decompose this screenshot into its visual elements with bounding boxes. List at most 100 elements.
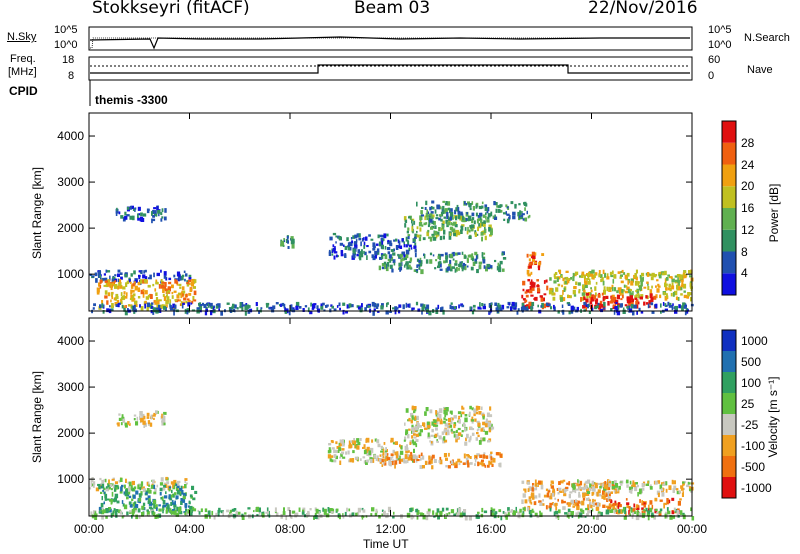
data-cell (529, 500, 532, 504)
data-cell (121, 304, 124, 309)
data-cell (102, 509, 106, 513)
data-cell (166, 296, 170, 301)
data-cell (637, 294, 640, 299)
data-cell (442, 220, 445, 224)
data-cell (93, 303, 96, 307)
data-cell (120, 486, 123, 492)
data-cell (381, 234, 385, 238)
data-cell (408, 244, 412, 248)
data-cell (402, 258, 405, 261)
data-cell (567, 303, 571, 306)
data-cell (456, 207, 460, 212)
data-cell (634, 281, 638, 286)
data-cell (148, 489, 152, 494)
data-cell (466, 454, 470, 457)
data-cell (415, 455, 418, 459)
data-cell (342, 456, 346, 459)
data-cell (665, 488, 668, 493)
data-cell (162, 487, 166, 491)
data-cell (377, 234, 380, 239)
data-cell (355, 512, 358, 516)
velocity-colorbar-label: Velocity [m s⁻¹] (766, 376, 780, 458)
data-cell (682, 481, 684, 486)
data-cell (117, 269, 121, 273)
data-cell (586, 491, 591, 494)
data-cell (654, 274, 658, 277)
data-cell (394, 306, 398, 311)
data-cell (329, 236, 333, 241)
data-cell (685, 308, 689, 311)
data-cell (576, 483, 581, 487)
data-cell (636, 511, 640, 516)
data-cell (452, 230, 456, 235)
data-cell (343, 244, 345, 247)
data-cell (550, 483, 552, 487)
data-cell (141, 512, 144, 517)
data-cell (628, 507, 631, 511)
data-cell (541, 253, 545, 256)
data-cell (441, 211, 445, 215)
data-cell (140, 417, 144, 423)
data-cell (633, 511, 637, 514)
data-cell (142, 288, 145, 292)
data-cell (485, 266, 488, 272)
data-cell (678, 282, 680, 286)
data-cell (356, 445, 360, 450)
data-cell (439, 206, 442, 210)
power-colorbar-swatch (722, 251, 736, 274)
power-region-6 (403, 214, 493, 242)
data-cell (413, 410, 416, 414)
data-cell (128, 491, 131, 495)
data-cell (608, 486, 611, 491)
data-cell (152, 311, 155, 315)
data-cell (609, 271, 613, 276)
data-cell (96, 292, 100, 295)
velocity-colorbar-tick: 1000 (741, 333, 768, 348)
data-cell (383, 233, 387, 239)
data-cell (462, 217, 466, 223)
data-cell (526, 507, 530, 512)
data-cell (476, 432, 479, 435)
data-cell (462, 511, 466, 516)
data-cell (529, 254, 532, 257)
data-cell (581, 515, 585, 518)
data-cell (137, 287, 141, 292)
data-cell (453, 232, 456, 237)
data-cell (580, 297, 585, 301)
data-cell (450, 428, 453, 432)
data-cell (537, 265, 541, 271)
data-cell (435, 214, 439, 217)
data-cell (162, 505, 165, 511)
data-cell (283, 238, 286, 243)
data-cell (384, 246, 387, 250)
data-cell (469, 462, 473, 465)
data-cell (585, 497, 590, 501)
data-cell (475, 437, 478, 441)
data-cell (646, 302, 649, 305)
data-cell (524, 307, 528, 311)
data-cell (160, 279, 163, 282)
data-cell (310, 302, 312, 307)
data-cell (94, 515, 98, 520)
data-cell (134, 207, 137, 210)
data-cell (128, 495, 132, 499)
data-cell (554, 503, 557, 507)
data-cell (538, 309, 542, 314)
data-cell (161, 420, 165, 426)
data-cell (122, 418, 126, 423)
data-cell (603, 289, 606, 295)
data-cell (294, 513, 298, 518)
data-cell (579, 501, 582, 504)
cpid-label: CPID (9, 84, 38, 98)
data-cell (437, 515, 440, 520)
data-cell (588, 278, 591, 283)
data-cell (269, 306, 273, 310)
data-cell (371, 439, 374, 443)
data-cell (174, 500, 176, 505)
data-cell (153, 417, 155, 420)
data-cell (346, 304, 349, 309)
data-cell (528, 258, 531, 262)
data-cell (584, 515, 587, 518)
data-cell (510, 201, 514, 205)
data-cell (349, 241, 353, 247)
